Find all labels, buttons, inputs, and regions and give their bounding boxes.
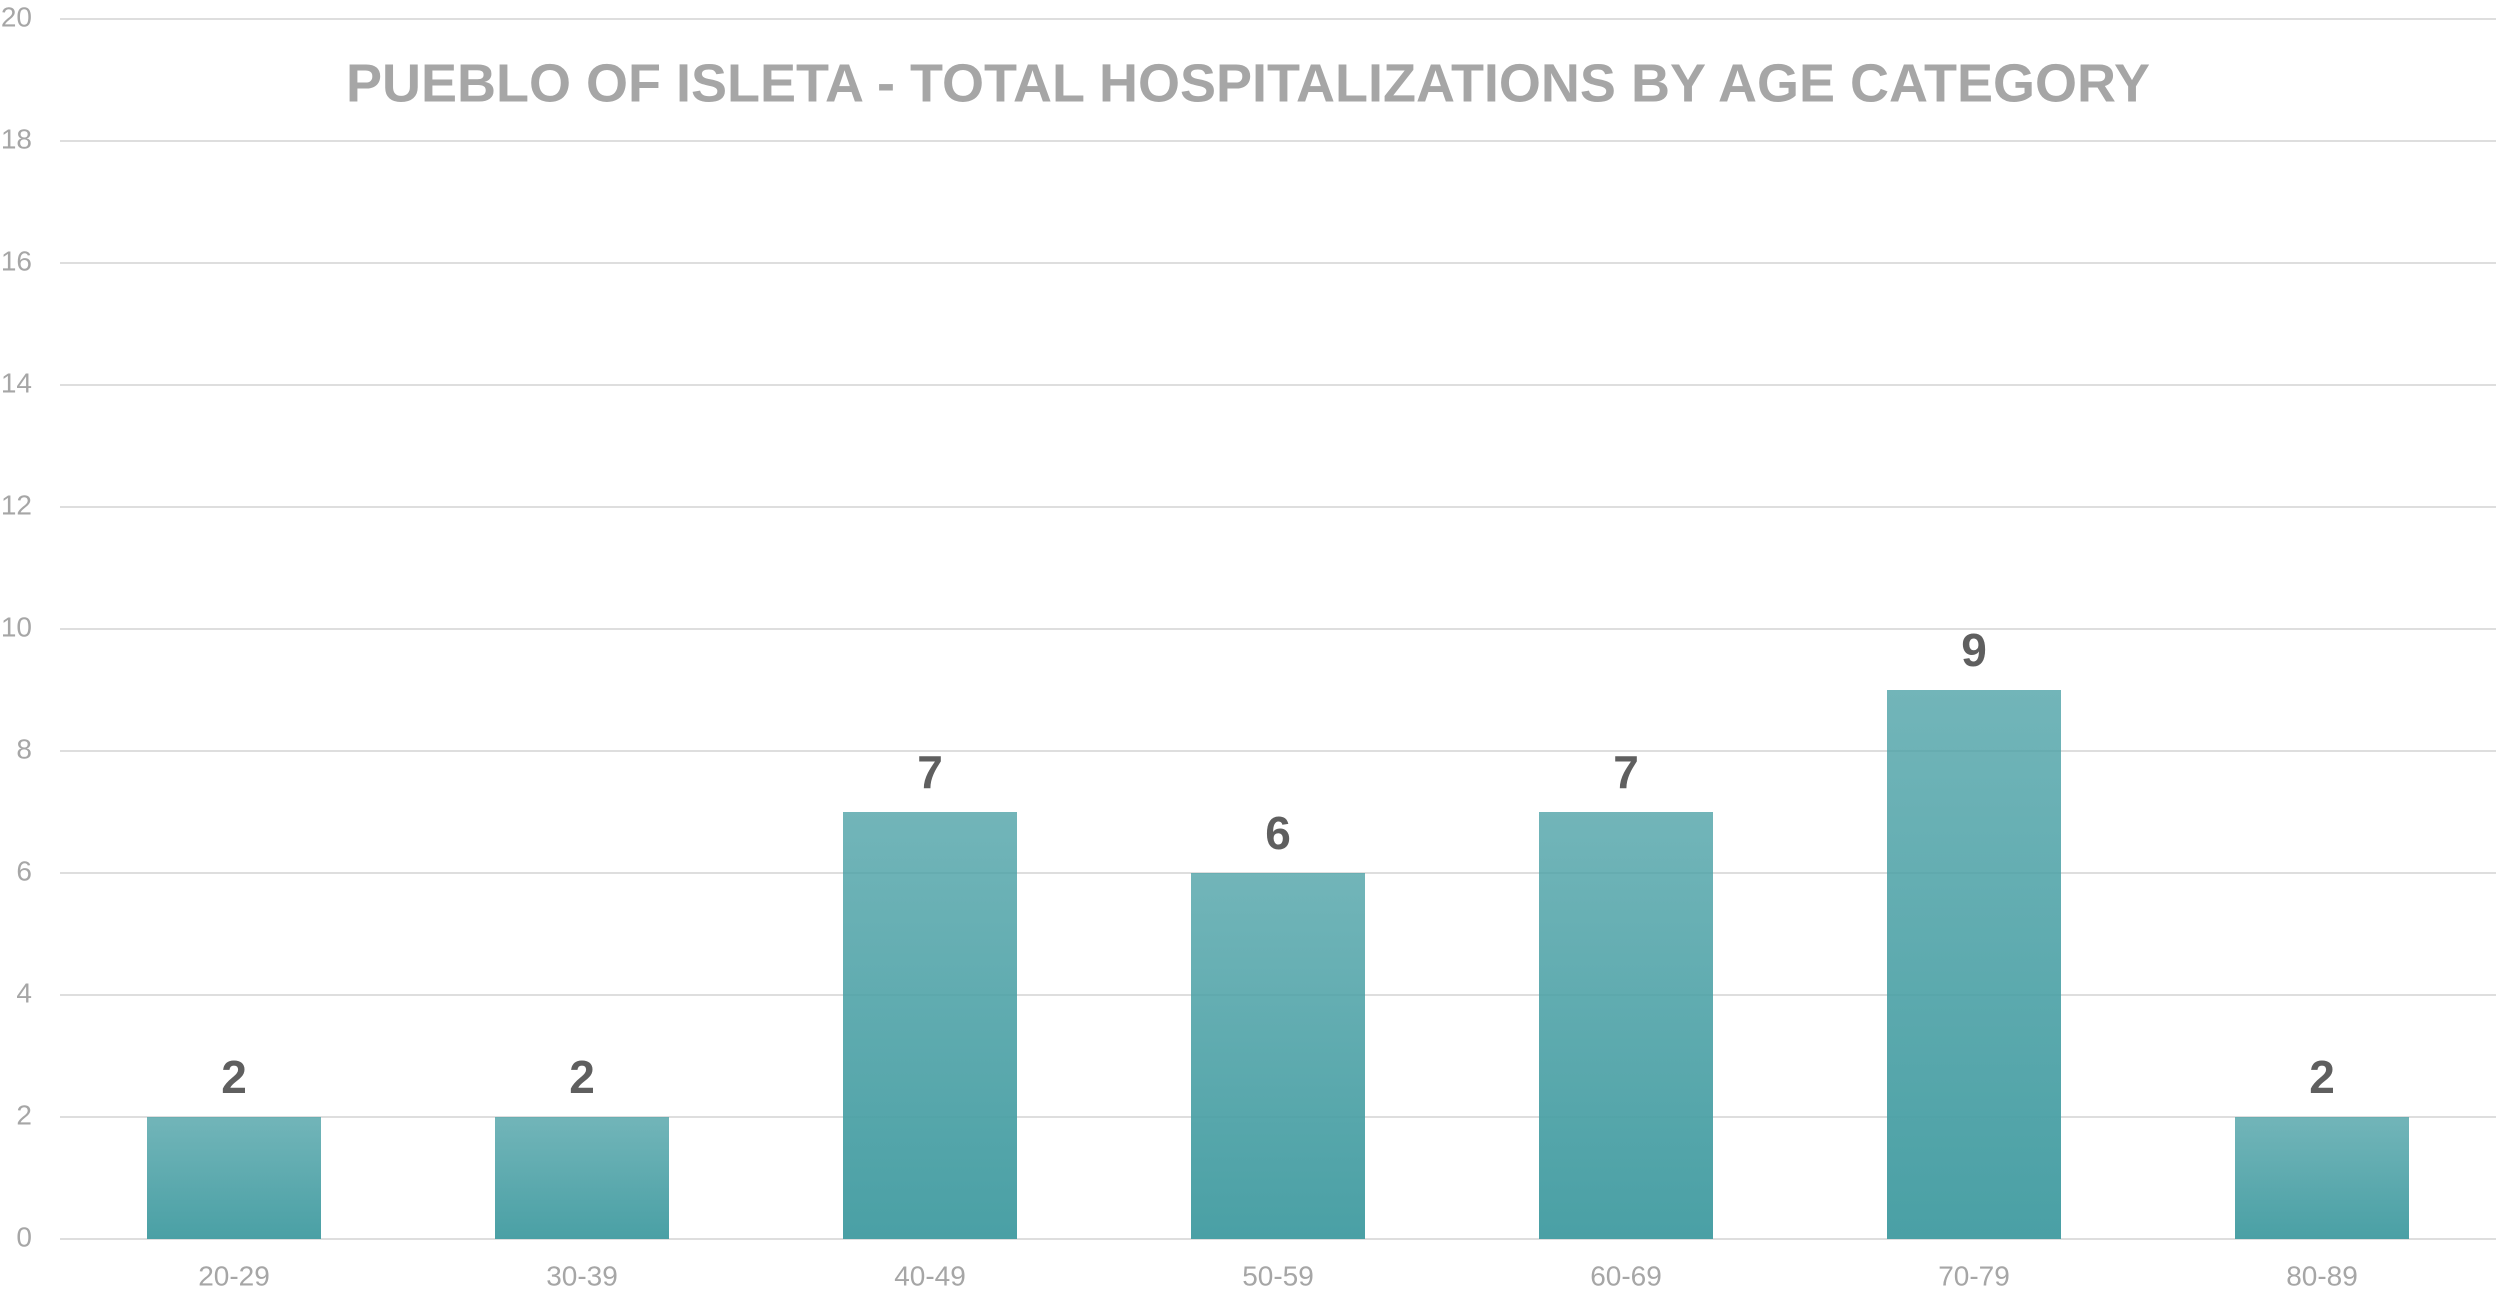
y-tick-label: 20 bbox=[1, 1, 32, 32]
bar bbox=[2235, 1117, 2409, 1239]
bar bbox=[1539, 812, 1713, 1239]
data-label: 2 bbox=[2309, 1051, 2335, 1103]
x-tick-label: 30-39 bbox=[546, 1260, 618, 1291]
x-tick-label: 50-59 bbox=[1242, 1260, 1314, 1291]
chart-title: PUEBLO OF ISLETA - TOTAL HOSPITALIZATION… bbox=[346, 53, 2150, 113]
y-tick-label: 14 bbox=[1, 367, 32, 398]
bar bbox=[843, 812, 1017, 1239]
data-label: 6 bbox=[1265, 807, 1291, 859]
x-tick-label: 80-89 bbox=[2286, 1260, 2358, 1291]
y-tick-label: 10 bbox=[1, 611, 32, 642]
bar bbox=[147, 1117, 321, 1239]
y-tick-label: 8 bbox=[16, 733, 32, 764]
x-tick-label: 70-79 bbox=[1938, 1260, 2010, 1291]
x-tick-label: 40-49 bbox=[894, 1260, 966, 1291]
y-tick-label: 2 bbox=[16, 1099, 32, 1130]
y-tick-label: 12 bbox=[1, 489, 32, 520]
y-tick-label: 16 bbox=[1, 245, 32, 276]
data-label: 9 bbox=[1961, 624, 1987, 676]
bar bbox=[1887, 690, 2061, 1239]
data-label: 2 bbox=[221, 1051, 247, 1103]
y-tick-label: 18 bbox=[1, 123, 32, 154]
data-label: 7 bbox=[1613, 746, 1639, 798]
y-tick-label: 4 bbox=[16, 977, 32, 1008]
x-tick-label: 60-69 bbox=[1590, 1260, 1662, 1291]
y-tick-label: 6 bbox=[16, 855, 32, 886]
bar bbox=[1191, 873, 1365, 1239]
data-label: 7 bbox=[917, 746, 943, 798]
bar bbox=[495, 1117, 669, 1239]
y-tick-label: 0 bbox=[16, 1221, 32, 1252]
x-tick-label: 20-29 bbox=[198, 1260, 270, 1291]
data-label: 2 bbox=[569, 1051, 595, 1103]
